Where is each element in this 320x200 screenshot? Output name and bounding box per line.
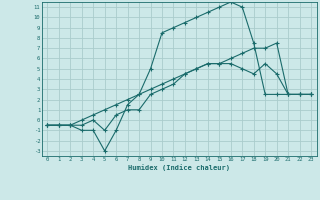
X-axis label: Humidex (Indice chaleur): Humidex (Indice chaleur) — [128, 164, 230, 171]
